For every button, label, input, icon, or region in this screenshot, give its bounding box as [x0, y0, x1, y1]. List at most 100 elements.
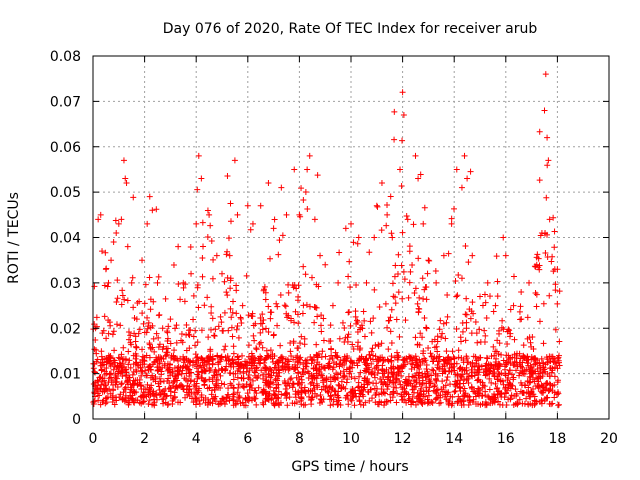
x-tick-label: 20	[600, 431, 618, 447]
data-point	[227, 360, 234, 367]
data-point	[217, 384, 224, 391]
data-point	[373, 380, 380, 387]
data-point	[345, 309, 352, 316]
data-point	[117, 391, 124, 398]
data-point	[234, 374, 241, 381]
data-point	[127, 332, 134, 339]
data-point	[480, 369, 487, 376]
data-point	[198, 391, 205, 398]
data-point	[317, 371, 324, 378]
data-point	[104, 283, 111, 290]
data-point	[282, 379, 289, 386]
data-point	[507, 306, 514, 313]
data-point	[115, 370, 122, 377]
data-point	[506, 367, 513, 374]
data-point	[372, 353, 379, 360]
data-point	[98, 348, 105, 355]
data-point	[113, 321, 120, 328]
data-point	[410, 221, 417, 228]
data-point	[409, 393, 416, 400]
data-point	[180, 284, 187, 291]
data-point	[396, 377, 403, 384]
data-point	[360, 393, 367, 400]
data-point	[532, 289, 539, 296]
data-point	[461, 393, 468, 400]
data-point	[104, 387, 111, 394]
data-point	[400, 111, 407, 118]
data-point	[328, 345, 335, 352]
data-point	[283, 364, 290, 371]
data-point	[204, 207, 211, 214]
data-point	[331, 387, 338, 394]
data-point	[226, 370, 233, 377]
data-point	[473, 360, 480, 367]
data-point	[225, 385, 232, 392]
data-point	[113, 229, 120, 236]
data-point	[209, 275, 216, 282]
data-point	[98, 353, 105, 360]
data-point	[510, 273, 517, 280]
data-point	[158, 368, 165, 375]
data-point	[334, 392, 341, 399]
x-tick-label: 16	[497, 431, 515, 447]
data-point	[159, 325, 166, 332]
data-point	[423, 387, 430, 394]
data-point	[429, 366, 436, 373]
data-point	[275, 388, 282, 395]
data-point	[161, 362, 168, 369]
data-point	[215, 359, 222, 366]
data-point	[224, 173, 231, 180]
data-point	[371, 365, 378, 372]
data-point	[457, 365, 464, 372]
data-point	[146, 340, 153, 347]
data-point	[120, 157, 127, 164]
data-point	[415, 309, 422, 316]
data-point	[355, 234, 362, 241]
data-point	[496, 401, 503, 408]
data-point	[554, 266, 561, 273]
data-point	[219, 270, 225, 277]
data-point	[481, 327, 488, 334]
data-point	[546, 216, 553, 223]
data-point	[389, 234, 396, 241]
data-point	[250, 322, 257, 329]
data-point	[186, 385, 193, 392]
data-point	[406, 243, 413, 250]
data-point	[137, 359, 144, 366]
data-point	[347, 284, 354, 291]
data-point	[458, 184, 465, 191]
data-point	[449, 348, 456, 355]
data-point	[320, 337, 327, 344]
data-point	[399, 365, 406, 372]
data-point	[345, 273, 352, 280]
data-point	[187, 369, 194, 376]
data-point	[401, 276, 408, 283]
data-point	[546, 373, 553, 380]
data-point	[513, 367, 520, 374]
data-point	[419, 379, 426, 386]
data-point	[412, 152, 419, 159]
data-point	[188, 395, 195, 402]
data-point	[169, 397, 176, 404]
data-point	[483, 360, 490, 367]
data-point	[181, 298, 188, 305]
data-point	[285, 358, 292, 365]
data-point	[277, 342, 284, 349]
data-point	[387, 364, 394, 371]
data-point	[388, 369, 395, 376]
data-point	[386, 317, 393, 324]
data-point	[527, 379, 534, 386]
data-point	[175, 243, 182, 250]
data-point	[383, 398, 390, 405]
data-point	[401, 355, 408, 362]
data-point	[239, 352, 246, 359]
data-point	[130, 304, 137, 311]
data-point	[152, 375, 159, 382]
data-point	[454, 400, 461, 407]
data-point	[160, 400, 167, 407]
data-point	[132, 367, 139, 374]
data-point	[308, 394, 315, 401]
data-point	[116, 394, 123, 401]
